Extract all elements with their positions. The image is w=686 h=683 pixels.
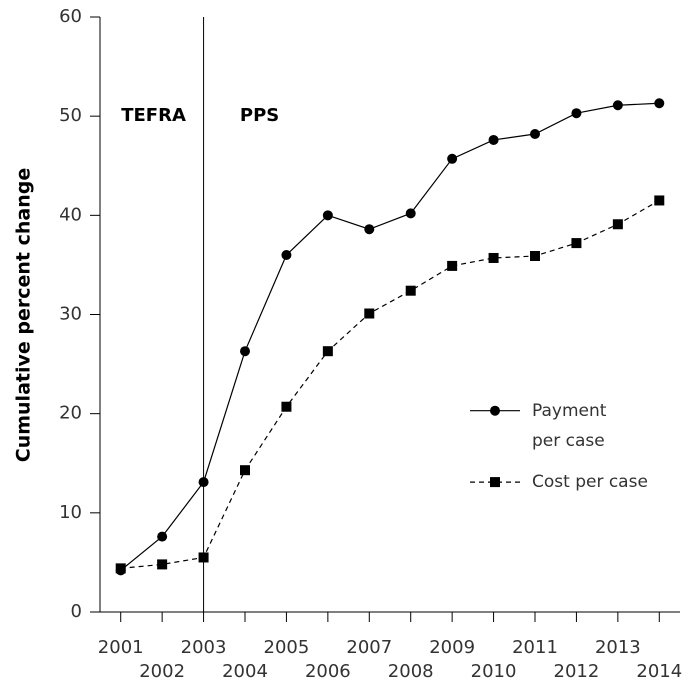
series-line (120, 199, 660, 569)
x-tick-label: 2001 (98, 637, 144, 658)
data-point (364, 224, 375, 235)
x-tick-label: 2010 (471, 661, 517, 682)
data-point (405, 208, 416, 219)
annotation: TEFRA (121, 105, 186, 126)
data-point (281, 401, 292, 412)
series-line (120, 102, 660, 571)
legend-marker (490, 405, 500, 416)
y-tick-label: 20 (59, 403, 82, 424)
data-point (198, 477, 209, 488)
data-point (488, 134, 499, 145)
x-tick-label: 2009 (429, 637, 475, 658)
x-tick-label: 2012 (554, 661, 600, 682)
data-point (198, 552, 209, 563)
legend-label: Cost per case (532, 472, 648, 493)
x-tick-label: 2013 (595, 637, 641, 658)
data-point (405, 285, 416, 296)
data-point (322, 346, 333, 357)
x-tick-label: 2014 (636, 661, 682, 682)
annotation: PPS (240, 105, 279, 126)
x-tick-label: 2004 (222, 661, 268, 682)
x-tick-label: 2007 (346, 637, 392, 658)
y-tick-label: 30 (59, 304, 82, 325)
x-tick-label: 2006 (305, 661, 351, 682)
y-tick-label: 40 (59, 204, 82, 225)
data-point (115, 563, 126, 574)
y-axis-label: Cumulative percent change (13, 168, 35, 462)
data-point (281, 250, 292, 260)
data-point (571, 108, 582, 119)
legend-label: Payment per case (532, 400, 607, 451)
data-point (364, 308, 375, 319)
data-point (447, 260, 458, 271)
x-tick-label: 2003 (181, 637, 227, 658)
data-point (654, 98, 665, 109)
data-point (530, 129, 540, 140)
x-tick-label: 2011 (512, 637, 558, 658)
data-point (488, 252, 499, 263)
data-point (571, 238, 582, 249)
data-point (157, 559, 168, 570)
y-tick-label: 10 (59, 502, 82, 523)
y-tick-label: 60 (59, 6, 82, 27)
y-tick-label: 50 (59, 105, 82, 126)
data-point (612, 219, 623, 230)
legend-marker (490, 477, 500, 488)
data-point (157, 531, 168, 542)
data-point (447, 153, 458, 164)
x-tick-label: 2008 (388, 661, 434, 682)
x-tick-label: 2002 (139, 661, 185, 682)
data-point (322, 210, 333, 221)
data-point (530, 250, 540, 261)
y-tick-label: 0 (71, 601, 82, 622)
data-point (240, 346, 250, 357)
data-point (654, 195, 665, 206)
data-point (240, 465, 250, 476)
data-point (612, 100, 623, 111)
x-tick-label: 2005 (264, 637, 310, 658)
